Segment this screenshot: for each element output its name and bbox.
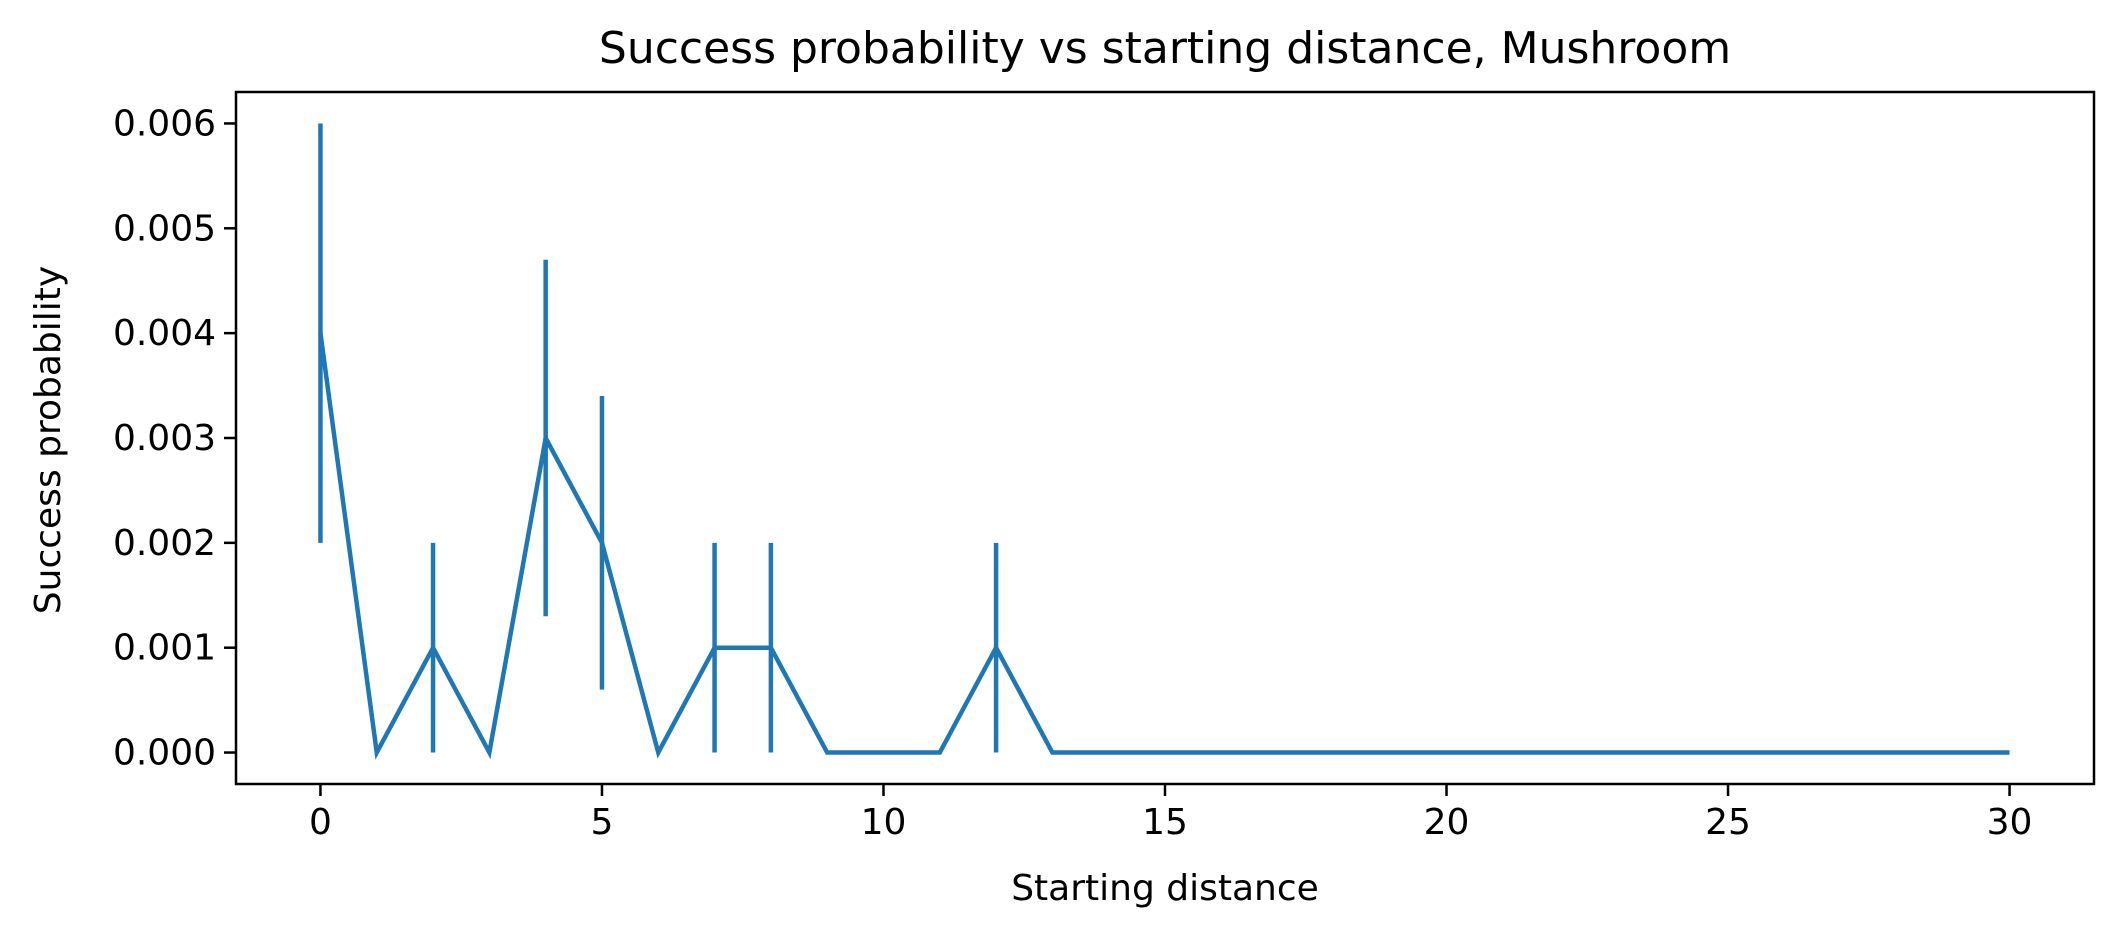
x-tick-label: 25 — [1705, 802, 1751, 843]
x-tick-label: 30 — [1987, 802, 2033, 843]
x-tick-label: 20 — [1424, 802, 1470, 843]
y-tick-label: 0.000 — [113, 733, 216, 774]
plot-area-frame — [234, 90, 2096, 786]
x-tick-label: 5 — [591, 802, 614, 843]
series-line — [318, 332, 2010, 760]
y-tick-label: 0.002 — [113, 523, 216, 564]
y-tick-label: 0.006 — [113, 103, 216, 144]
chart-title: Success probability vs starting distance… — [599, 23, 1731, 74]
x-tick-label: 10 — [861, 802, 907, 843]
y-axis-label: Success probability — [28, 266, 69, 614]
axis-ticks: 0 5 10 15 20 25 30 0.000 0.001 0.002 0.003 0.004 0.0… — [113, 103, 2033, 843]
x-tick-label: 0 — [309, 802, 332, 843]
x-axis-label: Starting distance — [1011, 868, 1319, 909]
y-tick-label: 0.005 — [113, 208, 216, 249]
x-tick-label: 15 — [1142, 802, 1188, 843]
y-tick-label: 0.004 — [113, 313, 216, 354]
data-series — [318, 332, 2010, 760]
y-tick-label: 0.003 — [113, 418, 216, 459]
y-tick-label: 0.001 — [113, 628, 216, 669]
